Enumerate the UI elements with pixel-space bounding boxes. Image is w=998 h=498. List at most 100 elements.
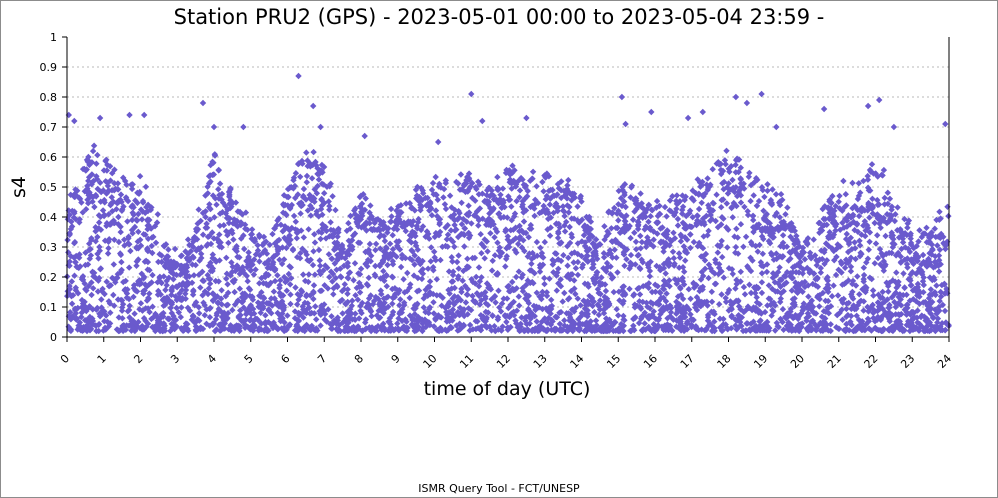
data-point (730, 184, 737, 191)
data-point (827, 321, 834, 328)
data-point (858, 325, 865, 332)
data-point (645, 218, 652, 225)
data-point (293, 235, 300, 242)
data-point (825, 204, 832, 211)
data-point (721, 157, 729, 164)
data-point (518, 274, 525, 281)
data-point (677, 285, 684, 292)
data-point (769, 186, 776, 193)
x-tick-label: 4 (205, 352, 219, 366)
data-point (824, 281, 832, 288)
data-point (700, 233, 707, 240)
data-point (478, 250, 485, 257)
data-point (758, 310, 765, 317)
y-tick-label: 0.1 (40, 301, 58, 314)
data-point (105, 323, 112, 330)
data-point (186, 307, 194, 314)
data-point (680, 304, 687, 311)
data-point (522, 195, 529, 202)
data-point (520, 206, 527, 213)
data-point (457, 171, 465, 178)
data-point (769, 306, 776, 314)
data-point (847, 234, 854, 241)
data-point (673, 310, 680, 317)
data-point (173, 271, 180, 279)
data-point (864, 255, 872, 262)
data-point (338, 296, 346, 304)
data-point (756, 308, 763, 315)
data-point (734, 234, 741, 241)
data-point (473, 290, 481, 297)
data-point (594, 286, 602, 293)
data-point (366, 209, 373, 216)
data-point (442, 304, 449, 311)
data-point (604, 298, 611, 305)
data-point (503, 295, 511, 302)
data-point (393, 238, 400, 245)
data-point (711, 270, 718, 277)
data-point (418, 184, 425, 192)
data-point (207, 259, 214, 266)
data-point (880, 214, 887, 222)
data-point (333, 282, 340, 289)
data-point (792, 249, 799, 256)
data-point (834, 311, 841, 318)
data-point (803, 314, 810, 322)
data-point (855, 180, 862, 187)
data-point (511, 167, 518, 174)
data-point (313, 325, 320, 332)
data-point (66, 262, 73, 269)
data-point (821, 221, 828, 229)
data-point (866, 274, 874, 281)
data-point (779, 232, 787, 239)
data-point (68, 293, 75, 300)
data-point (592, 242, 599, 249)
data-point (485, 309, 492, 316)
data-point (79, 273, 87, 280)
data-point (646, 305, 654, 312)
data-point (419, 266, 426, 273)
data-point (283, 287, 290, 294)
data-point (871, 318, 879, 325)
data-point (515, 268, 523, 275)
data-point (841, 280, 848, 288)
data-point (238, 299, 246, 306)
data-point (766, 324, 773, 332)
data-point (654, 230, 661, 237)
data-point (776, 201, 784, 209)
data-point (252, 251, 260, 258)
data-point (800, 266, 807, 273)
data-point (141, 111, 148, 119)
data-point (825, 310, 832, 317)
data-point (311, 271, 319, 278)
data-point (465, 234, 473, 242)
data-point (725, 180, 732, 187)
data-point (225, 219, 233, 227)
data-point (926, 274, 934, 281)
data-point (334, 233, 341, 240)
data-point (178, 286, 186, 294)
data-point (854, 228, 862, 235)
data-point (522, 229, 530, 237)
data-point (825, 288, 832, 296)
data-point (168, 287, 175, 295)
data-point (369, 215, 376, 222)
data-point (533, 183, 540, 190)
data-point (532, 325, 539, 332)
data-point (310, 102, 317, 110)
data-point (637, 245, 644, 252)
data-point (886, 315, 893, 323)
data-point (491, 252, 499, 259)
data-point (120, 278, 127, 286)
data-point (695, 205, 703, 213)
data-point (874, 313, 882, 321)
data-point (766, 220, 773, 227)
data-point (767, 232, 774, 239)
data-point (205, 285, 213, 292)
data-point (741, 185, 748, 192)
data-point (774, 323, 781, 330)
data-point (942, 120, 949, 128)
data-point (782, 313, 789, 321)
data-point (378, 326, 385, 334)
data-point (156, 273, 164, 280)
